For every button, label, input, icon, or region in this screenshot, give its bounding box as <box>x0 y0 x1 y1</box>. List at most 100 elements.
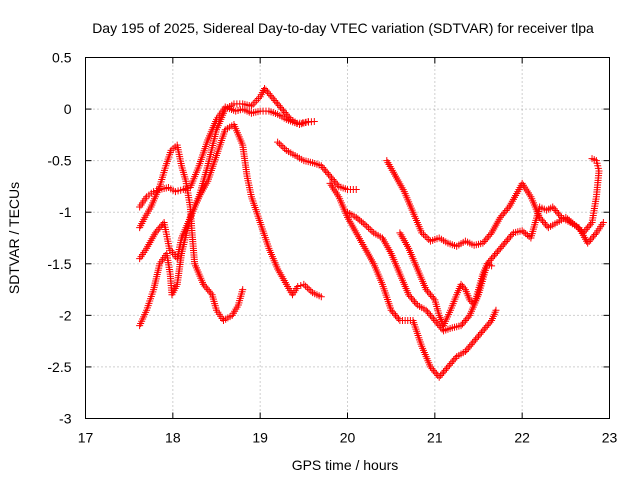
data-point <box>458 320 466 328</box>
data-point <box>565 216 573 224</box>
data-point <box>491 251 499 259</box>
data-point <box>591 231 599 239</box>
data-point <box>502 206 510 214</box>
data-point <box>540 219 548 227</box>
y-tick-label: 0.5 <box>52 50 72 66</box>
data-point <box>277 141 285 149</box>
data-point <box>569 219 577 227</box>
data-point <box>495 246 503 254</box>
data-point <box>424 287 432 295</box>
data-point <box>327 174 335 182</box>
data-point <box>493 248 501 256</box>
data-point <box>467 298 475 306</box>
data-point <box>522 230 530 238</box>
data-point <box>562 213 570 221</box>
data-point <box>476 330 484 338</box>
data-point <box>428 365 436 373</box>
data-point <box>424 308 432 316</box>
data-point <box>359 219 367 227</box>
data-point <box>541 220 549 228</box>
data-point <box>463 315 471 323</box>
data-point <box>432 318 440 326</box>
data-point <box>584 239 592 247</box>
data-point <box>307 287 315 295</box>
data-point <box>322 167 330 175</box>
data-point <box>390 310 398 318</box>
data-point <box>505 234 513 242</box>
data-point <box>460 318 468 326</box>
data-point <box>421 232 429 240</box>
data-point <box>485 232 493 240</box>
data-point <box>440 368 448 376</box>
data-point <box>508 231 516 239</box>
data-point <box>555 210 563 218</box>
data-point <box>199 280 207 288</box>
data-point <box>466 296 474 304</box>
data-point <box>445 361 453 369</box>
data-point <box>549 203 557 211</box>
data-point <box>409 296 417 304</box>
data-point <box>488 262 496 270</box>
data-point <box>585 237 593 245</box>
plot-frame <box>85 57 610 419</box>
data-point <box>475 332 482 340</box>
data-point <box>333 181 341 189</box>
data-point <box>279 107 287 115</box>
data-point <box>467 341 475 349</box>
data-point <box>461 317 469 325</box>
data-point <box>572 222 580 230</box>
x-tick-label: 18 <box>165 430 181 446</box>
data-point <box>425 289 433 297</box>
data-point <box>536 213 544 221</box>
series-arc-3 <box>136 121 325 330</box>
data-point <box>448 358 456 366</box>
data-point <box>429 366 437 374</box>
x-tick-label: 21 <box>427 430 443 446</box>
data-point <box>599 219 607 227</box>
data-point <box>265 90 273 98</box>
data-point <box>269 95 277 103</box>
data-point <box>479 239 487 247</box>
data-point <box>479 327 487 335</box>
data-point <box>499 241 507 249</box>
data-point <box>363 222 371 230</box>
data-point <box>393 313 401 321</box>
data-point <box>266 91 274 99</box>
ticks: 17 18 19 20 21 22 23 -3 -2.5 -2 -1.5 -1 -0.5 0 0.5 <box>47 50 617 446</box>
data-point <box>574 224 582 232</box>
y-tick-label: 0 <box>64 101 72 117</box>
data-point <box>423 234 431 242</box>
data-point <box>486 318 494 326</box>
data-point <box>154 225 162 233</box>
data-point <box>275 102 283 110</box>
data-point <box>271 96 279 104</box>
data-point <box>589 232 597 240</box>
data-point <box>326 172 334 180</box>
data-point <box>581 227 589 235</box>
data-point <box>422 286 430 294</box>
data-point <box>567 218 575 226</box>
data-point <box>496 244 504 252</box>
data-point <box>518 227 526 235</box>
data-point <box>482 236 490 244</box>
data-point <box>262 86 270 94</box>
data-point <box>325 170 333 178</box>
data-point <box>431 368 439 376</box>
data-point <box>426 291 434 299</box>
data-point <box>499 210 507 218</box>
data-point <box>502 237 510 245</box>
data-point <box>274 100 282 108</box>
data-point <box>205 287 213 295</box>
data-point <box>461 347 469 355</box>
data-point <box>486 256 494 264</box>
data-point <box>428 313 436 321</box>
data-point <box>486 231 494 239</box>
data-point <box>472 335 480 343</box>
data-point <box>426 363 434 371</box>
data-point <box>485 320 493 328</box>
data-point <box>587 220 595 228</box>
data-point <box>553 208 561 216</box>
data-point <box>437 372 445 380</box>
y-tick-label: -2.5 <box>47 359 71 375</box>
data-point <box>437 323 445 331</box>
